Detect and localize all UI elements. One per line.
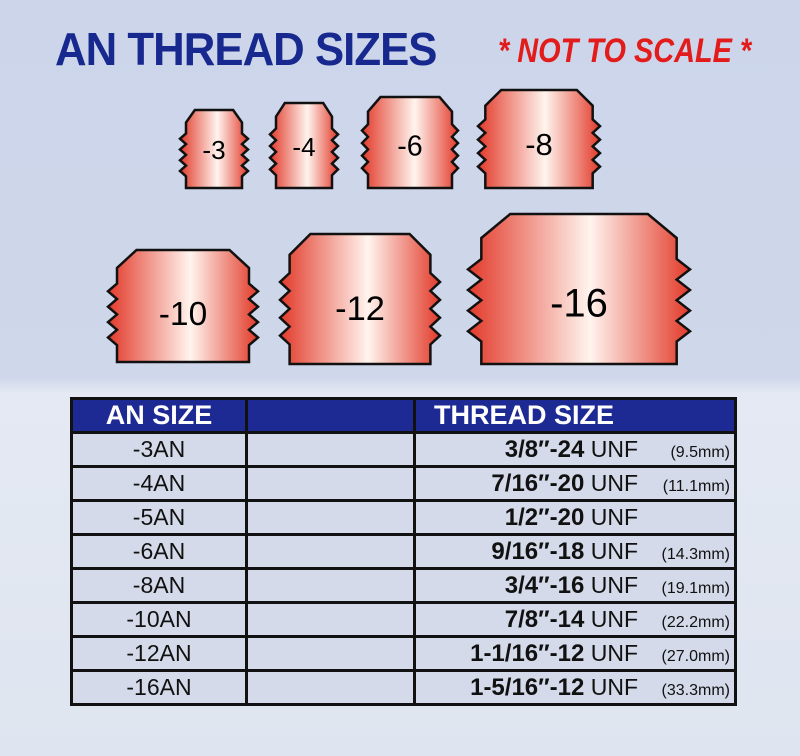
thread-spec: 1-5/16″-12 — [470, 673, 585, 701]
fitting-shape — [268, 101, 340, 190]
table-row: -16AN 1-5/16″-12 UNF (33.3mm) — [70, 669, 737, 706]
header-an-size: AN SIZE — [70, 397, 248, 434]
thread-spec: 3/4″-16 — [504, 571, 585, 599]
blank-cell — [245, 567, 416, 604]
an-size-cell: -10AN — [70, 601, 248, 638]
chart-title: AN THREAD SIZES — [55, 23, 437, 75]
thread-mm: (27.0mm) — [661, 647, 730, 665]
thread-spec: 1/2″-20 — [504, 503, 585, 531]
header-blank — [245, 397, 416, 434]
an-size-cell: -3AN — [70, 431, 248, 468]
thread-unit: UNF — [590, 639, 638, 666]
blank-cell — [245, 465, 416, 502]
an-size-cell: -16AN — [70, 669, 248, 706]
thread-size-table: AN SIZE THREAD SIZE -3AN 3/8″-24 UNF (9.5m… — [70, 397, 737, 706]
header-thread-size: THREAD SIZE — [413, 397, 737, 434]
not-to-scale-note: * NOT TO SCALE * — [498, 32, 752, 70]
table-row: -4AN 7/16″-20 UNF (11.1mm) — [70, 465, 737, 502]
fitting-label: -16 — [550, 281, 608, 325]
blank-cell — [245, 669, 416, 706]
fitting-shape — [476, 88, 602, 190]
thread-size-cell: 3/8″-24 UNF (9.5mm) — [413, 431, 737, 468]
thread-mm: (19.1mm) — [661, 579, 730, 597]
thread-unit: UNF — [590, 469, 638, 496]
thread-mm: (22.2mm) — [661, 613, 730, 631]
thread-unit: UNF — [590, 605, 638, 632]
an-size-cell: -8AN — [70, 567, 248, 604]
fitting-shape — [106, 248, 260, 364]
an-size-cell: -12AN — [70, 635, 248, 672]
an-size-cell: -6AN — [70, 533, 248, 570]
thread-unit: UNF — [590, 435, 638, 462]
thread-size-cell: 7/16″-20 UNF (11.1mm) — [413, 465, 737, 502]
thread-size-cell: 1-5/16″-12 UNF (33.3mm) — [413, 669, 737, 706]
blank-cell — [245, 431, 416, 468]
fitting-label: -10 — [159, 296, 207, 333]
thread-unit: UNF — [590, 537, 638, 564]
fitting-label: -4 — [292, 132, 315, 162]
thread-unit: UNF — [590, 503, 638, 530]
thread-mm: (9.5mm) — [670, 443, 730, 461]
thread-unit: UNF — [590, 673, 638, 700]
thread-spec: 7/8″-14 — [504, 605, 585, 633]
an-size-cell: -4AN — [70, 465, 248, 502]
fitting-label: -12 — [335, 290, 385, 328]
fitting-shape — [178, 108, 250, 190]
table-row: -12AN 1-1/16″-12 UNF (27.0mm) — [70, 635, 737, 672]
thread-size-cell: 3/4″-16 UNF (19.1mm) — [413, 567, 737, 604]
fitting-shape — [465, 212, 693, 366]
thread-spec: 3/8″-24 — [504, 435, 585, 463]
blank-cell — [245, 601, 416, 638]
table-row: -6AN 9/16″-18 UNF (14.3mm) — [70, 533, 737, 570]
thread-mm: (33.3mm) — [661, 681, 730, 699]
thread-unit: UNF — [590, 571, 638, 598]
fitting-shape — [360, 95, 460, 190]
thread-mm: (11.1mm) — [662, 477, 730, 495]
blank-cell — [245, 533, 416, 570]
blank-cell — [245, 635, 416, 672]
thread-spec: 9/16″-18 — [491, 537, 585, 565]
thread-size-cell: 9/16″-18 UNF (14.3mm) — [413, 533, 737, 570]
thread-size-cell: 7/8″-14 UNF (22.2mm) — [413, 601, 737, 638]
thread-size-cell: 1-1/16″-12 UNF (27.0mm) — [413, 635, 737, 672]
blank-cell — [245, 499, 416, 536]
thread-spec: 7/16″-20 — [491, 469, 585, 497]
thread-spec: 1-1/16″-12 — [470, 639, 585, 667]
fitting-shape — [278, 232, 442, 366]
fitting-label: -3 — [202, 135, 225, 165]
fitting-label: -8 — [525, 127, 553, 162]
an-size-cell: -5AN — [70, 499, 248, 536]
table-row: -3AN 3/8″-24 UNF (9.5mm) — [70, 431, 737, 468]
fitting-label: -6 — [397, 131, 422, 163]
thread-size-cell: 1/2″-20 UNF — [413, 499, 737, 536]
table-row: -5AN 1/2″-20 UNF — [70, 499, 737, 536]
table-row: -8AN 3/4″-16 UNF (19.1mm) — [70, 567, 737, 604]
fittings-illustration: -3 -4 -6 -8 -10 -12 -16 — [106, 88, 693, 366]
thread-mm: (14.3mm) — [661, 545, 730, 563]
table-row: -10AN 7/8″-14 UNF (22.2mm) — [70, 601, 737, 638]
